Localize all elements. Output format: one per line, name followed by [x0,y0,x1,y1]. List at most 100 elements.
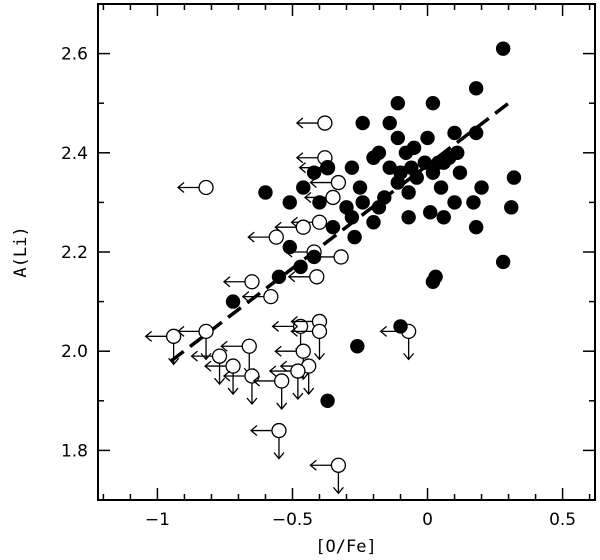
data-point [325,220,341,235]
data-point [293,259,308,275]
data-point [474,180,489,195]
data-point [390,175,406,190]
open-circle-marker [311,323,328,340]
down-arrow [246,383,258,406]
data-point [350,339,365,354]
data-point [436,155,451,170]
down-arrow [168,343,180,366]
open-circle-marker [198,323,214,340]
data-point [468,125,484,141]
down-arrow [273,437,285,460]
data-point [447,195,462,210]
open-circle-marker [165,328,182,344]
left-arrow [177,325,200,337]
trend-line [169,101,510,363]
upper-limit-point [295,115,333,131]
data-point [425,274,441,289]
open-circle-marker [309,269,325,285]
data-point [393,319,408,334]
data-point [366,215,381,230]
left-arrow [220,340,243,352]
left-arrow [222,276,245,288]
upper-limit-point [309,457,347,495]
data-point [382,160,397,175]
left-arrow [247,231,270,243]
data-point [390,130,406,146]
detection-series [225,41,522,408]
data-point [271,269,287,284]
data-point [401,185,416,200]
data-point [468,220,484,235]
y-tick-label: 2.2 [61,243,88,263]
down-arrow [403,338,415,361]
upper-limit-series [144,115,417,495]
data-point [371,200,387,215]
upper-limit-point [290,323,328,361]
data-point [409,170,424,185]
axis-ticks [98,3,595,501]
left-arrow [222,370,245,382]
open-circle-marker [244,274,260,290]
upper-limit-point [252,373,290,410]
open-circle-marker [330,174,347,191]
upper-limit-point [287,269,325,285]
data-point [258,185,273,200]
open-circle-marker [295,343,311,359]
x-tick-label: 0 [422,510,433,530]
data-point [425,96,441,111]
data-point [225,294,241,309]
upper-limit-point [249,422,287,460]
data-point [344,210,360,225]
data-point [282,195,297,210]
data-point [355,195,370,210]
open-circle-marker [268,229,284,245]
x-tick-label: 0.5 [549,510,576,530]
data-point [495,254,511,270]
upper-limit-point [177,179,214,196]
data-point [320,393,335,408]
data-point [420,130,435,146]
data-point [466,195,481,210]
upper-limit-point [309,174,347,191]
left-arrow [274,345,297,357]
down-arrow [332,472,344,495]
upper-limit-point [144,328,182,366]
open-circle-marker [325,189,341,206]
left-arrow [295,117,318,129]
left-arrow [271,320,294,332]
open-circle-marker [225,358,241,374]
open-circle-marker [211,348,228,364]
upper-limit-point [303,189,341,206]
open-circle-marker [317,115,333,131]
data-point [433,180,449,195]
upper-limit-point [220,338,257,376]
left-arrow [144,330,167,342]
upper-limit-point [241,288,279,305]
data-point [320,160,335,175]
data-point [495,41,511,56]
upper-limit-point [247,229,284,245]
left-arrow [190,350,213,362]
y-tick-label: 2.0 [61,342,88,362]
left-arrow [177,182,200,194]
data-point [355,115,370,131]
left-arrow [249,425,272,437]
open-circle-marker [263,288,279,305]
open-circle-marker [274,373,290,389]
tick-labels: −1 −0.5 0 0.5 1.8 2.0 2.2 2.4 2.6 [61,45,576,530]
open-circle-marker [330,457,347,473]
left-arrow [252,375,275,387]
left-arrow [309,459,332,471]
data-point [468,81,484,96]
y-tick-label: 2.6 [61,45,88,65]
left-arrow [204,360,227,372]
left-arrow [290,325,313,337]
upper-limit-point [290,214,328,230]
data-point [312,195,327,210]
left-arrow [290,315,313,327]
open-circle-marker [290,363,306,379]
upper-limit-point [204,358,241,396]
data-point [366,150,381,165]
left-arrow [241,291,264,303]
